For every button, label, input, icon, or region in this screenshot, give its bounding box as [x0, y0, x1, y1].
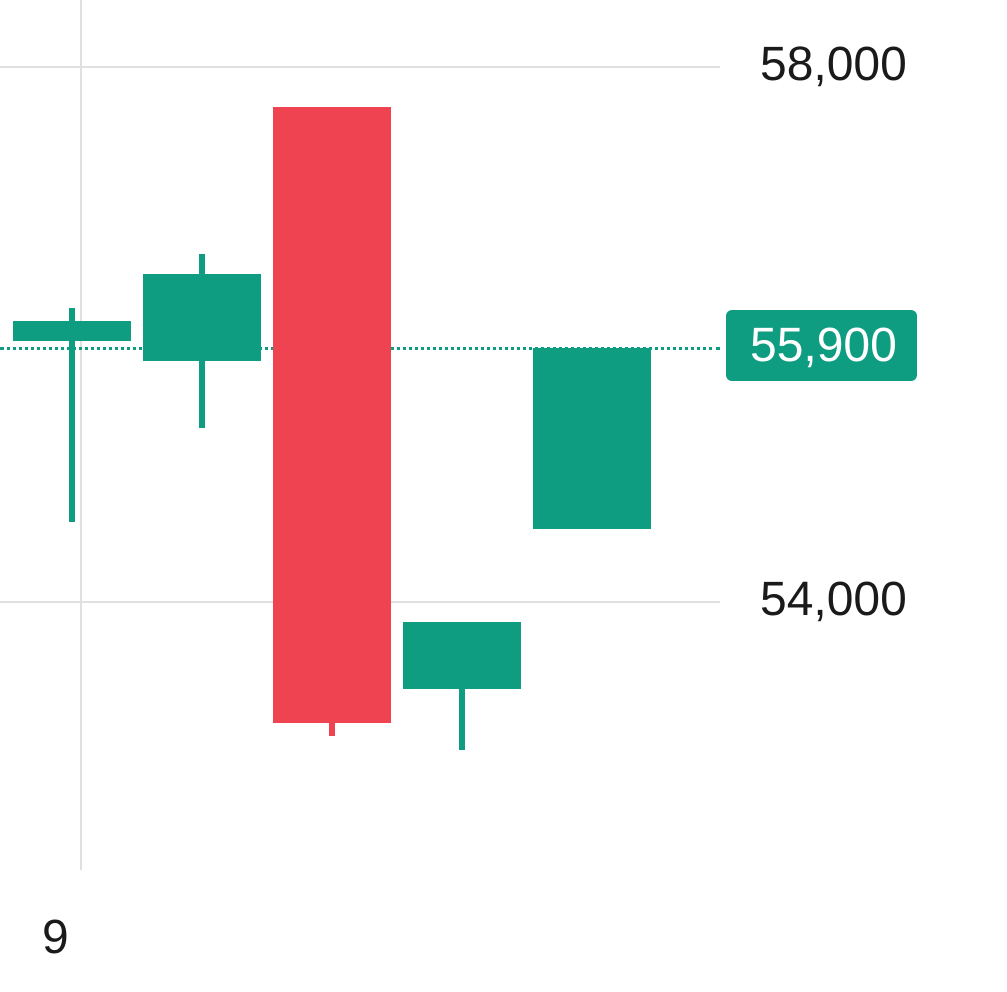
y-axis-label: 54,000	[760, 572, 907, 627]
x-axis-label: 9	[42, 910, 69, 965]
vertical-gridline	[80, 0, 82, 870]
current-price-tag: 55,900	[726, 310, 917, 381]
y-axis-label: 58,000	[760, 37, 907, 92]
plot-area: 58,000 54,000 55,900 9	[0, 0, 1007, 992]
candle-body	[403, 622, 521, 689]
candle-body	[143, 274, 261, 361]
candle-body	[533, 348, 651, 529]
candle-body	[13, 321, 131, 341]
candlestick-chart[interactable]: 58,000 54,000 55,900 9	[0, 0, 1007, 992]
horizontal-gridline	[0, 66, 720, 68]
candle-body	[273, 107, 391, 723]
